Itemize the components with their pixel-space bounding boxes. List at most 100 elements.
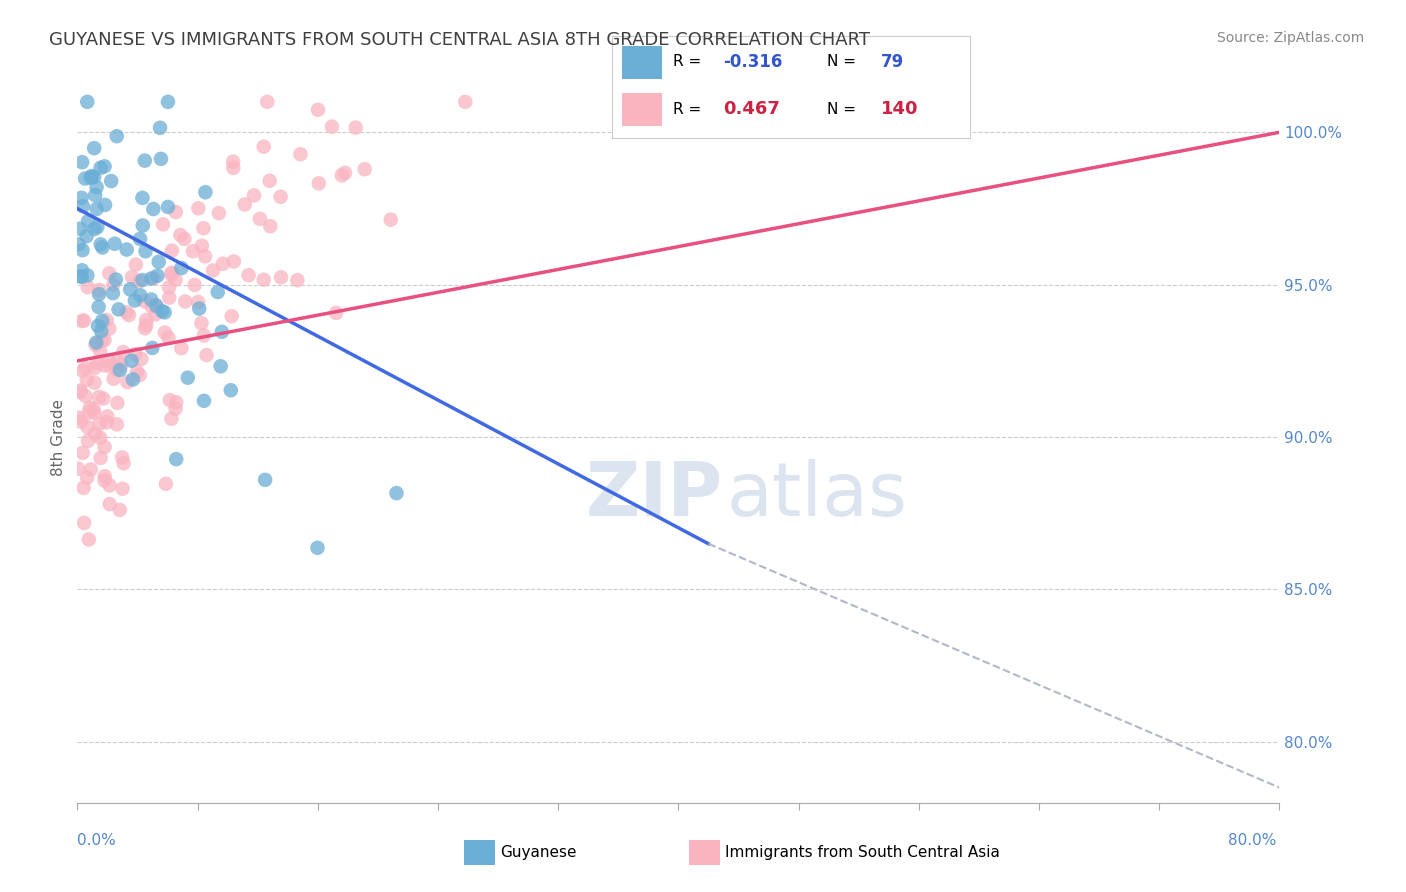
Point [139,293,162,307]
Text: 0.467: 0.467 [723,100,780,118]
Point [90,161,112,175]
Point [222,154,245,169]
Point [83,222,105,236]
Point [193,328,215,343]
Point [153,305,176,319]
Point [77,214,100,228]
Point [94,198,117,212]
Text: 79: 79 [880,53,904,70]
Point [325,306,347,320]
Point [209,359,232,374]
Point [221,310,243,324]
Point [222,254,245,268]
Point [76,420,98,434]
Point [94,469,117,483]
Point [104,272,127,286]
Point [353,162,375,177]
Text: -0.316: -0.316 [723,53,782,70]
Point [333,166,356,180]
Text: 0.0%: 0.0% [77,833,117,847]
Point [160,244,183,258]
Point [112,456,135,470]
Text: Guyanese: Guyanese [501,846,576,860]
Point [69,221,91,235]
Point [75,360,97,375]
Point [259,174,281,188]
Point [187,295,209,310]
Point [141,300,163,314]
Point [190,316,212,330]
Point [129,288,152,302]
Point [67,461,90,475]
Point [67,237,90,252]
Point [121,270,143,285]
Point [72,243,94,257]
Point [321,120,343,134]
Point [118,308,141,322]
Point [105,353,128,368]
Point [259,219,281,234]
Point [125,365,148,379]
Point [249,211,271,226]
Point [134,321,156,335]
Point [385,486,408,500]
Point [98,478,121,492]
Text: R =: R = [672,102,706,117]
Point [159,393,181,408]
Point [69,384,91,398]
Point [107,302,129,317]
Point [98,321,121,335]
Point [70,263,93,277]
Point [146,268,169,283]
Point [89,417,111,431]
Text: ZIP: ZIP [586,459,723,533]
Point [69,269,91,284]
Point [84,335,107,350]
Point [76,373,98,387]
Point [207,285,229,299]
Point [76,95,98,109]
Point [76,280,98,294]
Point [270,190,292,204]
Point [157,291,180,305]
Point [183,277,205,292]
Y-axis label: 8th Grade: 8th Grade [51,399,66,475]
Point [67,410,90,425]
Point [307,103,329,117]
Point [222,161,245,175]
Point [70,415,93,429]
Point [96,409,118,424]
Point [131,273,153,287]
Point [87,318,110,333]
Point [193,221,215,235]
Point [169,228,191,243]
Point [380,212,402,227]
Point [83,360,105,375]
Point [187,202,209,216]
Point [105,363,128,377]
Text: atlas: atlas [725,459,907,533]
Point [70,314,93,328]
Point [307,541,329,555]
Text: N =: N = [827,102,860,117]
Point [83,169,105,184]
Point [84,427,107,442]
Point [202,263,225,277]
Point [91,392,114,406]
Point [135,313,157,327]
Point [70,269,93,284]
Point [91,240,114,254]
Point [87,390,110,404]
Point [117,375,139,389]
Point [121,353,143,368]
Point [111,482,134,496]
Point [149,152,172,166]
Bar [623,93,662,126]
Point [104,236,127,251]
Point [103,277,125,292]
Point [270,270,292,285]
Point [120,282,142,296]
Text: 80.0%: 80.0% [1229,833,1277,847]
Point [165,452,187,467]
Point [93,440,115,454]
